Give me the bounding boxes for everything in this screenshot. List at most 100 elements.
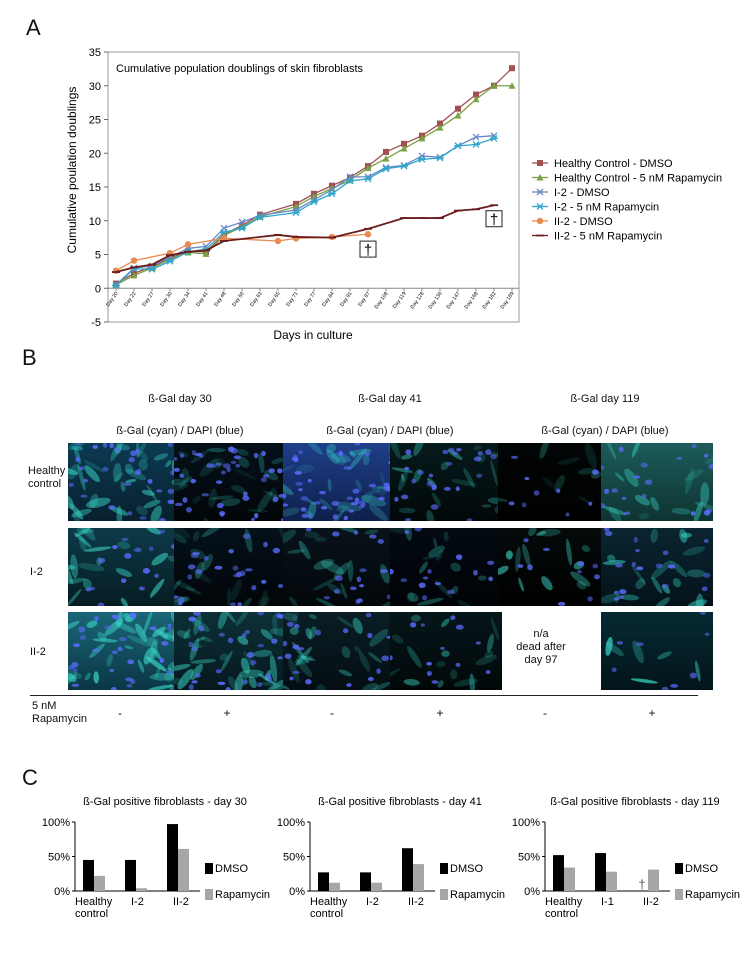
cyan-cell: [634, 494, 650, 506]
bar: [402, 848, 413, 891]
cyan-cell: [237, 636, 249, 645]
cyan-cell: [233, 468, 257, 480]
dapi-nucleus: [410, 622, 417, 628]
x-tick-label: Day 30: [159, 291, 173, 308]
cyan-cell: [632, 640, 644, 664]
dapi-nucleus: [110, 686, 117, 690]
cyan-cell: [155, 666, 161, 679]
cyan-cell: [406, 591, 415, 603]
cyan-cell: [193, 614, 202, 635]
cyan-cell: [190, 659, 217, 664]
cyan-cell: [260, 681, 280, 686]
cyan-cell: [657, 651, 672, 660]
dapi-nucleus: [411, 478, 416, 484]
cyan-cell: [705, 456, 713, 464]
dapi-nucleus: [215, 480, 223, 484]
cyan-cell: [361, 491, 374, 504]
cyan-cell: [260, 590, 268, 606]
cyan-cell: [505, 550, 513, 560]
cyan-cell: [201, 528, 225, 538]
x-tick-label: Day 56: [231, 291, 245, 308]
dapi-nucleus: [75, 443, 82, 446]
dapi-nucleus: [390, 568, 394, 575]
category-label: Healthy: [75, 896, 113, 908]
dapi-nucleus: [455, 624, 464, 630]
dapi-nucleus: [235, 464, 241, 468]
dapi-nucleus: [333, 589, 340, 594]
cyan-cell: [181, 468, 190, 483]
cyan-cell: [268, 678, 286, 690]
dapi-nucleus: [447, 589, 455, 594]
legend-label: Rapamycin: [215, 889, 270, 901]
dapi-nucleus: [456, 447, 462, 452]
cyan-cell: [419, 561, 428, 574]
dapi-nucleus: [79, 635, 87, 641]
cyan-cell: [368, 652, 383, 663]
cyan-cell: [179, 476, 193, 488]
dapi-nucleus: [277, 656, 283, 660]
dapi-nucleus: [565, 512, 570, 517]
cyan-cell: [354, 645, 361, 653]
dapi-nucleus: [216, 502, 224, 509]
dapi-nucleus: [343, 466, 352, 470]
micrograph-background: [390, 443, 502, 521]
dapi-nucleus: [557, 601, 566, 606]
micrograph: [390, 528, 502, 606]
cyan-cell: [68, 565, 73, 585]
cyan-cell: [585, 443, 598, 469]
dapi-nucleus: [662, 583, 669, 589]
cyan-cell: [478, 575, 487, 581]
cyan-cell: [348, 448, 367, 470]
dapi-nucleus: [323, 596, 331, 600]
dapi-nucleus: [431, 680, 439, 684]
cyan-cell: [407, 646, 422, 668]
dapi-nucleus: [446, 461, 453, 466]
x-tick-label: Day 34: [177, 291, 191, 308]
dapi-nucleus: [113, 614, 120, 621]
dapi-nucleus: [619, 595, 625, 599]
cyan-cell: [185, 586, 202, 595]
dapi-nucleus: [300, 507, 307, 513]
dapi-nucleus: [619, 589, 627, 595]
dapi-nucleus: [292, 670, 300, 675]
data-point: [346, 177, 354, 185]
cyan-cell: [309, 614, 317, 620]
cyan-cell: [694, 502, 713, 511]
cyan-cell: [73, 532, 92, 548]
cyan-cell: [450, 669, 458, 680]
cyan-cell: [143, 647, 155, 665]
cyan-cell: [391, 467, 414, 473]
cyan-cell: [341, 646, 351, 659]
dapi-nucleus: [256, 682, 263, 688]
data-point: [454, 111, 462, 119]
bar-chart-2: ß-Gal positive fibroblasts - day 41 0% 50%…: [277, 796, 505, 920]
dapi-nucleus: [225, 687, 231, 690]
data-point: [382, 165, 390, 173]
cyan-cell: [336, 455, 347, 465]
cyan-cell: [528, 528, 537, 536]
dapi-nucleus: [102, 443, 108, 448]
dapi-nucleus: [230, 602, 236, 606]
dapi-nucleus: [521, 502, 527, 508]
legend-label: I-2 - 5 nM Rapamycin: [554, 202, 659, 214]
dapi-nucleus: [354, 497, 360, 503]
micrograph-image: [390, 612, 502, 690]
dapi-nucleus: [109, 668, 115, 673]
dapi-nucleus: [636, 566, 644, 571]
data-point: [238, 224, 246, 232]
dapi-nucleus: [426, 670, 432, 677]
dapi-nucleus: [475, 641, 481, 645]
data-point: [437, 120, 443, 127]
data-point: [490, 134, 498, 142]
dapi-nucleus: [277, 614, 285, 619]
cyan-cell: [260, 629, 273, 640]
cyan-cell: [398, 471, 408, 492]
dapi-nucleus: [242, 495, 250, 501]
col-subtitle-day30: ß-Gal (cyan) / DAPI (blue): [116, 425, 244, 437]
dapi-nucleus: [485, 670, 491, 675]
legend-label: I-2 - DMSO: [554, 187, 610, 199]
dapi-nucleus: [487, 560, 495, 565]
chart-title: Cumulative population doublings of skin …: [116, 63, 364, 75]
micrograph: [283, 528, 395, 606]
cyan-cell: [283, 612, 298, 622]
